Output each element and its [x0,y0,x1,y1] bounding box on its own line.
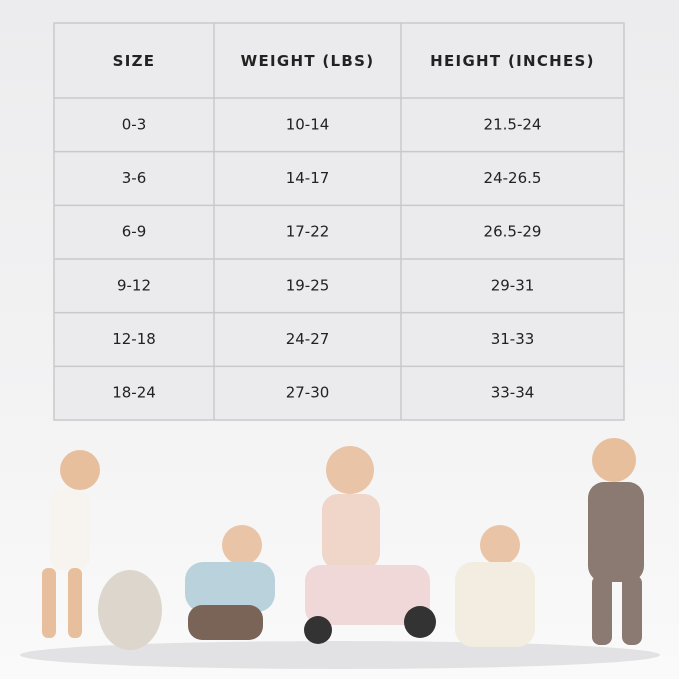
child [188,605,263,640]
child [622,575,642,645]
child [50,490,90,570]
wheel [304,616,332,644]
child [322,494,380,569]
table: SIZE WEIGHT (LBS) HEIGHT (INCHES) 0-3 10-14 2… [112,52,595,402]
child [60,450,100,490]
column-header: WEIGHT (LBS) [241,52,375,70]
child [42,568,56,638]
child [185,562,275,612]
child [455,562,535,647]
table-cell: 17-22 [286,223,330,241]
table-cell: 24-26.5 [484,169,542,187]
ride-on-car [305,565,430,625]
table-cell: 10-14 [286,115,330,133]
table-cell: 21.5-24 [484,115,542,133]
child [222,525,262,565]
child [588,482,644,582]
table-frame [53,22,625,421]
table-cell: 9-12 [117,276,151,294]
table-cell: 0-3 [122,115,147,133]
table-cell: 29-31 [491,276,535,294]
toy [98,570,162,650]
child [592,575,612,645]
child [68,568,82,638]
table-cell: 18-24 [112,384,156,402]
column-header: HEIGHT (INCHES) [430,52,595,70]
table-rules [54,23,624,420]
table-cell: 27-30 [286,384,330,402]
table-cell: 12-18 [112,330,156,348]
table-cell: 6-9 [122,223,147,241]
table-cell: 14-17 [286,169,330,187]
table-cell: 31-33 [491,330,535,348]
table-cell: 24-27 [286,330,330,348]
table-cell: 26.5-29 [484,223,542,241]
column-header: SIZE [113,52,156,70]
child [480,525,520,565]
table-cell: 3-6 [122,169,147,187]
wheel [404,606,436,638]
table-cell: 33-34 [491,384,535,402]
child [326,446,374,494]
children-photo [20,438,660,669]
child [592,438,636,482]
floor-shadow [20,641,660,669]
table-cell: 19-25 [286,276,330,294]
